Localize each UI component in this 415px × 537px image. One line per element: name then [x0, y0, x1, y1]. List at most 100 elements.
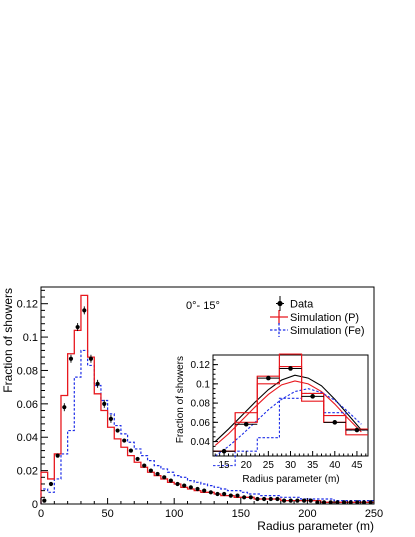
main-data-point: [95, 381, 100, 386]
main-data-point: [228, 493, 233, 498]
legend-data-marker-icon: [277, 300, 283, 307]
legend-entry-data: Data: [276, 296, 314, 311]
inset-data-point: [288, 366, 293, 371]
main-data-point: [222, 491, 227, 497]
main-data-point: [135, 456, 140, 462]
main-data-point: [68, 356, 74, 361]
inset-data-point: [243, 421, 249, 427]
inset-x-tick-label: 35: [307, 460, 319, 471]
main-data-point: [341, 500, 347, 505]
main-data-point: [162, 475, 167, 480]
main-data-point: [82, 308, 87, 313]
main-data-point: [268, 496, 273, 502]
main-data-point: [102, 401, 107, 406]
main-data-point: [128, 448, 134, 453]
inset-xlabel: Radius parameter (m): [242, 474, 339, 485]
legend-label-p: Simulation (P): [290, 312, 359, 324]
inset-x-tick-label: 20: [241, 460, 253, 471]
main-data-point: [115, 428, 120, 433]
main-data-point: [368, 500, 373, 505]
main-data-point: [308, 498, 313, 503]
main-annotation: 0°- 15°: [186, 300, 220, 312]
main-data-point: [108, 416, 114, 421]
inset-y-tick-label: 0.06: [191, 418, 211, 429]
main-axes: 0 50 100 150 200 250 0 0.02 0.04 0.06 0.08 0.1 0.12: [17, 289, 383, 520]
main-data-point: [321, 500, 327, 505]
inset-x-tick-label: 30: [285, 460, 297, 471]
main-data-point: [182, 483, 187, 488]
main-data-point: [281, 498, 287, 503]
inset-ylabel: Fraction of showers: [175, 356, 186, 443]
inset-p-band-high: [213, 353, 368, 452]
main-y-tick-label: 0.1: [23, 332, 38, 344]
main-y-tick-label: 0: [32, 499, 38, 511]
main-x-tick-label: 0: [38, 508, 44, 520]
main-y-tick-label: 0.08: [17, 365, 38, 377]
main-x-tick-label: 200: [298, 508, 316, 520]
inset-x-tick-label: 40: [329, 460, 341, 471]
legend-label-fe: Simulation (Fe): [290, 325, 365, 337]
inset-plot: 15 20 25 30 35 40 45 0.04 0.06 0.08 0.1 0.12 Fracti…: [172, 350, 370, 485]
legend-label-data: Data: [290, 299, 314, 311]
main-data-point: [62, 405, 67, 410]
main-data-point: [335, 500, 340, 505]
inset-y-tick-label: 0.04: [191, 437, 211, 448]
main-data-point: [248, 495, 253, 500]
main-data-point: [295, 498, 300, 503]
inset-y-tick-label: 0.12: [191, 360, 211, 371]
main-y-tick-label: 0.02: [17, 466, 38, 478]
main-data-point: [361, 500, 367, 505]
main-data-point: [175, 481, 180, 487]
main-data-point: [235, 493, 240, 498]
legend: Data Simulation (P) Simulation (Fe): [270, 296, 365, 337]
inset-data-point: [354, 427, 360, 433]
main-xlabel: Radius parameter (m): [257, 519, 374, 533]
main-data-point: [262, 496, 267, 502]
inset-axes: 15 20 25 30 35 40 45 0.04 0.06 0.08 0.1 0.12: [191, 359, 367, 471]
main-series-data: [42, 306, 373, 505]
main-y-tick-label: 0.12: [17, 299, 38, 311]
main-data-point: [215, 491, 220, 497]
main-data-point: [155, 471, 160, 477]
inset-x-tick-label: 25: [263, 460, 275, 471]
main-data-point: [142, 463, 147, 468]
main-data-point: [242, 495, 247, 500]
main-data-point: [122, 438, 127, 443]
main-x-tick-label: 150: [232, 508, 250, 520]
inset-x-tick-label: 15: [219, 460, 231, 471]
inset-y-tick-label: 0.08: [191, 399, 211, 410]
main-y-tick-label: 0.04: [17, 432, 38, 444]
main-data-point: [315, 500, 320, 505]
main-data-point: [188, 485, 193, 490]
main-plot-frame: [40, 286, 375, 505]
main-data-point: [275, 496, 280, 502]
inset-fit-curve: [214, 388, 362, 457]
main-data-point: [42, 498, 47, 503]
inset-fe-step-line: [213, 392, 368, 467]
inset-x-tick-label: 45: [351, 460, 363, 471]
main-data-point: [75, 324, 80, 330]
main-data-point: [255, 496, 260, 502]
main-fe-step-line: [40, 349, 374, 504]
main-data-point: [288, 498, 293, 503]
main-series-fe: [40, 349, 374, 504]
main-x-tick-label: 50: [101, 508, 113, 520]
main-data-point: [348, 500, 353, 505]
main-x-tick-label: 250: [365, 508, 383, 520]
main-data-point: [148, 468, 153, 473]
inset-y-tick-label: 0.1: [196, 379, 210, 390]
main-x-tick-label: 100: [165, 508, 183, 520]
main-data-point: [88, 356, 94, 361]
main-data-point: [202, 488, 207, 493]
inset-data-point: [310, 394, 315, 399]
inset-series-fe: [213, 392, 368, 467]
inset-data-point: [266, 375, 271, 381]
legend-entry-fe: Simulation (Fe): [270, 323, 365, 337]
main-data-point: [301, 498, 307, 503]
main-data-point: [208, 490, 213, 495]
main-data-point: [195, 486, 200, 492]
legend-entry-p: Simulation (P): [270, 310, 359, 324]
inset-data-point: [332, 420, 338, 425]
main-data-point: [55, 453, 60, 458]
